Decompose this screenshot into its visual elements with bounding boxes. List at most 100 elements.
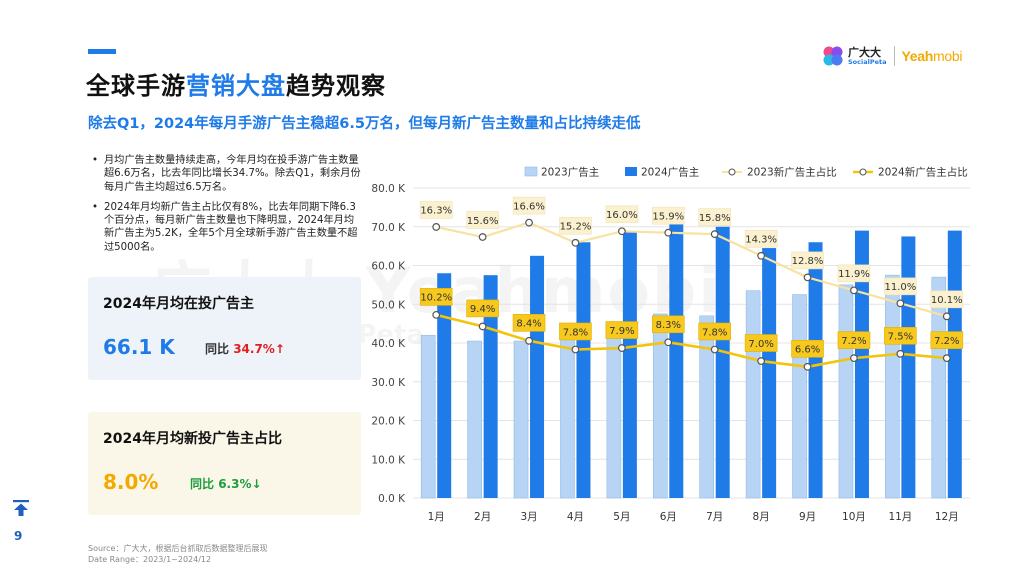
data-label-2023-box — [419, 201, 453, 219]
x-tick-label: 11月 — [888, 511, 912, 523]
data-label-2024: 8.4% — [516, 319, 541, 330]
page-title: 全球手游营销大盘趋势观察 — [86, 66, 386, 101]
data-label-2024-box — [419, 288, 453, 306]
data-label-2024-box — [605, 321, 639, 339]
bar-2023 — [467, 340, 482, 499]
data-label-2023: 12.8% — [792, 256, 824, 267]
bullet-item: 2024年月均新广告主占比仅有8%，比去年同期下降6.3个百分点，每月新广告主数… — [92, 201, 362, 254]
bar-2023 — [560, 327, 575, 499]
socialpeta-logo-icon — [822, 45, 844, 67]
kpi-card-new-advertiser-share: 2024年月均新投广告主占比 8.0% 同比 6.3%↓ — [88, 412, 361, 515]
point-2024 — [432, 310, 441, 319]
data-label-2023: 11.0% — [884, 282, 916, 293]
y-tick-label: 20.0 K — [371, 416, 406, 428]
point-2024 — [571, 345, 580, 354]
point-2023 — [850, 286, 858, 295]
kpi-value: 66.1 K — [103, 335, 175, 359]
back-to-top-icon[interactable] — [12, 499, 30, 517]
bar-2024 — [576, 242, 591, 498]
data-label-2024: 6.6% — [795, 345, 820, 356]
data-label-2024-box — [930, 331, 964, 349]
data-label-2024: 7.0% — [748, 339, 773, 350]
data-label-2023: 14.3% — [745, 235, 777, 246]
data-label-2024: 7.8% — [702, 327, 727, 338]
data-label-2023-box — [605, 205, 639, 224]
bar-2024 — [762, 248, 777, 498]
kpi-value: 8.0% — [103, 470, 159, 494]
bar-2023 — [652, 313, 668, 499]
socialpeta-wordmark: 广大大 SocialPeta — [848, 47, 887, 66]
x-tick-label: 4月 — [567, 511, 584, 523]
data-label-2024: 7.2% — [934, 336, 959, 347]
point-2023 — [571, 238, 580, 247]
point-2023 — [664, 228, 673, 237]
point-2023 — [617, 227, 626, 236]
data-label-2024: 7.2% — [841, 336, 866, 347]
legend-swatch-2023-dot — [728, 168, 736, 176]
bar-2023 — [931, 276, 947, 499]
data-label-2024-box — [791, 339, 824, 358]
kpi-yoy: 同比 6.3%↓ — [190, 475, 262, 492]
socialpeta-cn: 广大大 — [848, 45, 881, 59]
data-label-2024: 8.3% — [656, 320, 681, 331]
yeahmobi-b: mobi — [933, 48, 963, 64]
data-label-2023: 16.0% — [606, 210, 638, 221]
socialpeta-en: SocialPeta — [848, 57, 887, 66]
kpi-yoy: 同比 34.7%↑ — [205, 340, 285, 357]
bar-2024 — [437, 273, 452, 498]
legend-swatch-2024-bar — [625, 167, 637, 176]
data-label-2023-box — [837, 264, 871, 283]
data-label-2023-box — [512, 196, 546, 215]
bar-2024 — [901, 236, 916, 498]
kpi-label: 2024年月均新投广告主占比 — [103, 431, 282, 447]
data-label-2023-box — [930, 290, 964, 309]
point-2024 — [757, 357, 766, 365]
source-note: Source：广大大，根据后台抓取后数据整理后展现 Date Range：202… — [88, 543, 267, 565]
yeahmobi-a: Yeah — [901, 48, 934, 64]
point-2023 — [803, 273, 812, 282]
data-label-2023: 16.3% — [420, 206, 452, 217]
legend-label: 2023广告主 — [541, 166, 599, 179]
kpi-yoy-value: 6.3%↓ — [218, 477, 262, 491]
data-label-2023-box — [466, 211, 499, 229]
point-2024 — [525, 336, 533, 345]
data-label-2024-box — [837, 331, 871, 349]
yeahmobi-logo: Yeahmobi — [902, 48, 963, 64]
title-part-3: 趋势观察 — [286, 72, 386, 100]
data-label-2024: 7.8% — [563, 327, 588, 338]
x-tick-label: 9月 — [799, 511, 816, 523]
data-label-2023: 15.8% — [699, 213, 731, 224]
y-tick-label: 50.0 K — [371, 299, 406, 311]
title-part-1: 全球手游 — [86, 72, 186, 100]
y-tick-label: 40.0 K — [371, 338, 406, 350]
data-label-2023: 15.9% — [652, 211, 684, 222]
legend-label: 2024广告主 — [641, 166, 699, 179]
title-accent-bar — [88, 49, 116, 54]
source-line: Source：广大大，根据后台抓取后数据整理后展现 — [88, 544, 268, 553]
brand-logos: 广大大 SocialPeta Yeahmobi — [822, 44, 962, 68]
left-rail — [0, 0, 40, 576]
y-tick-label: 60.0 K — [371, 261, 406, 273]
bar-2023 — [885, 274, 900, 499]
x-tick-label: 3月 — [520, 511, 537, 523]
data-label-2024-box — [651, 315, 685, 334]
y-tick-label: 30.0 K — [371, 377, 406, 389]
data-label-2024: 7.5% — [888, 332, 913, 343]
bar-2024 — [669, 222, 684, 498]
data-label-2024: 7.9% — [609, 326, 634, 337]
bar-2024 — [854, 230, 869, 498]
x-tick-label: 7月 — [706, 511, 723, 523]
point-2024 — [850, 354, 858, 363]
point-2023 — [896, 299, 905, 308]
bar-2024 — [715, 226, 730, 498]
advertiser-trend-chart: 0.0 K 10.0 K 20.0 K 30.0 K 40.0 K 50.0 K 60.0 … — [371, 166, 970, 523]
point-2023 — [525, 218, 533, 227]
point-2024 — [710, 345, 719, 354]
point-2024 — [803, 362, 812, 371]
bar-2023 — [792, 294, 807, 499]
bar-2024 — [530, 255, 545, 498]
point-2023 — [478, 233, 487, 241]
data-label-2023-box — [744, 229, 778, 248]
data-label-2023-box — [559, 216, 592, 235]
data-label-2024-box — [512, 314, 546, 332]
